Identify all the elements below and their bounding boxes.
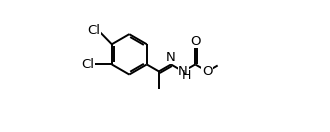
Text: N: N [166, 51, 176, 64]
Text: O: O [190, 35, 201, 48]
Text: N: N [178, 65, 188, 78]
Text: Cl: Cl [82, 58, 95, 71]
Text: Cl: Cl [87, 25, 100, 37]
Text: H: H [182, 69, 191, 82]
Text: O: O [202, 65, 213, 78]
